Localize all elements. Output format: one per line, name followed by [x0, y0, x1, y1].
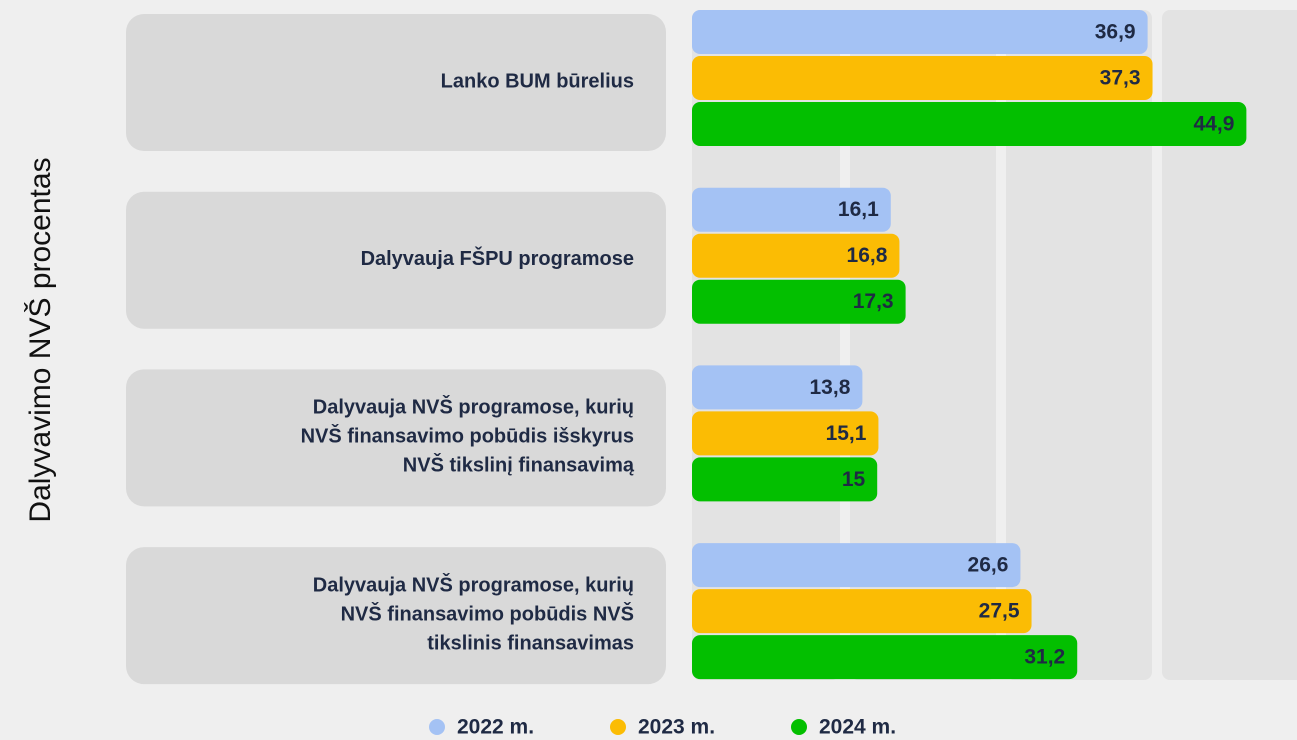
bar: [692, 543, 1021, 588]
bar: [692, 635, 1078, 680]
value-label: 37,3: [1100, 67, 1141, 90]
value-label: 15: [842, 468, 866, 491]
bar: [692, 457, 878, 502]
column-band: [1162, 10, 1297, 680]
value-label: 16,1: [838, 198, 879, 221]
bar: [692, 589, 1032, 634]
value-label: 16,8: [847, 244, 888, 267]
category-label: Dalyvauja NVŠ programose, kurių: [313, 395, 634, 419]
column-band: [1006, 10, 1152, 680]
legend-marker: [610, 719, 626, 735]
bar: [692, 56, 1153, 100]
category-label: Lanko BUM būrelius: [441, 70, 634, 92]
bar: [692, 187, 891, 232]
y-axis-title: Dalyvavimo NVŠ procentas: [23, 157, 57, 522]
value-label: 27,5: [979, 600, 1020, 623]
legend-label: 2024 m.: [819, 716, 896, 739]
value-label: 31,2: [1024, 646, 1065, 669]
bar: [692, 411, 879, 456]
column-band: [850, 10, 996, 680]
category-box: [126, 14, 666, 151]
value-label: 26,6: [968, 554, 1009, 577]
bar: [692, 102, 1247, 146]
bar: [692, 279, 906, 324]
bar: [692, 233, 900, 278]
value-label: 17,3: [853, 290, 894, 313]
category-box: [126, 369, 666, 507]
legend-label: 2022 m.: [457, 716, 534, 739]
legend-marker: [791, 719, 807, 735]
category-label: Dalyvauja NVŠ programose, kurių: [313, 572, 634, 596]
value-label: 13,8: [810, 376, 851, 399]
category-label: NVŠ tikslinį finansavimą: [403, 453, 635, 477]
value-label: 15,1: [826, 422, 867, 445]
category-label: tikslinis finansavimas: [427, 632, 634, 654]
bar: [692, 10, 1148, 54]
legend-marker: [429, 719, 445, 735]
bar: [692, 365, 863, 410]
category-label: NVŠ finansavimo pobūdis NVŠ: [341, 601, 634, 625]
category-box: [126, 547, 666, 685]
category-label: Dalyvauja FŠPU programose: [361, 246, 634, 270]
column-band: [692, 10, 840, 680]
value-label: 44,9: [1194, 113, 1235, 136]
legend-label: 2023 m.: [638, 716, 715, 739]
category-box: [126, 191, 666, 329]
value-label: 36,9: [1095, 21, 1136, 44]
category-label: NVŠ finansavimo pobūdis išskyrus: [301, 424, 634, 448]
